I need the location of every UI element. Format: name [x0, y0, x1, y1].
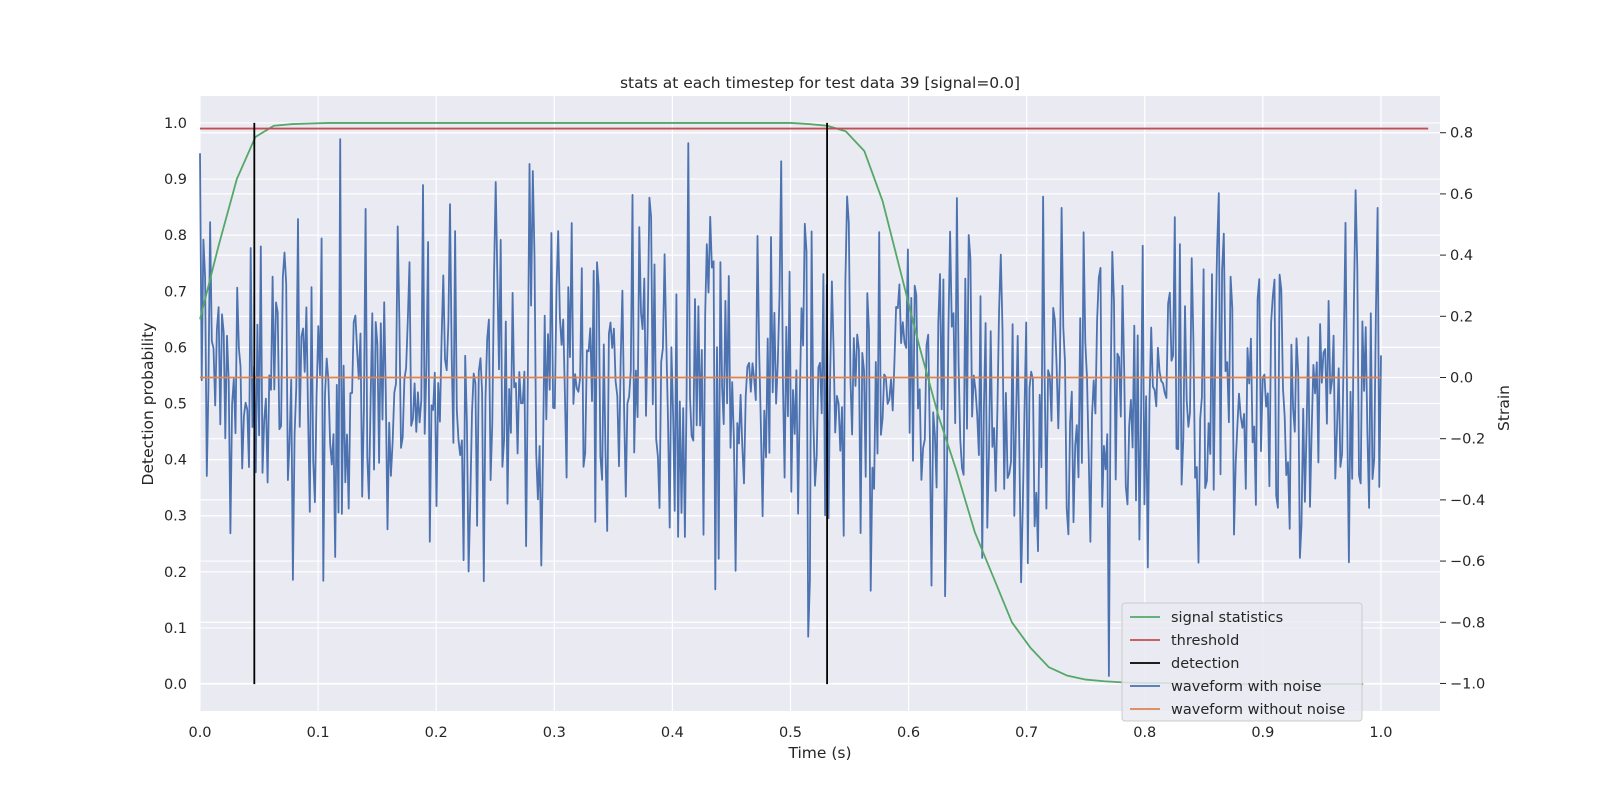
legend-label-noisy: waveform with noise [1171, 679, 1322, 695]
legend-label-threshold: threshold [1171, 633, 1239, 649]
y2-tick-label-9: 0.8 [1450, 126, 1473, 142]
x-tick-label-10: 1.0 [1369, 725, 1392, 741]
line-waveform-with-noise [199, 138, 1382, 677]
y-tick-label-0: 0.0 [164, 677, 187, 693]
x-axis-label: Time (s) [787, 744, 851, 762]
x-tick-label-5: 0.5 [779, 725, 802, 741]
legend: signal statistics threshold detection wa… [1121, 602, 1363, 722]
y-tick-label-8: 0.8 [164, 228, 187, 244]
y2-tick-label-1: −0.8 [1450, 615, 1485, 631]
x-tick-label-2: 0.2 [425, 725, 448, 741]
x-tick-label-6: 0.6 [897, 725, 920, 741]
y-tick-label-10: 1.0 [164, 116, 187, 132]
y-axis-label: Detection probability [139, 323, 157, 486]
y2-axis-label: Strain [1495, 385, 1513, 431]
series-detection [253, 122, 828, 685]
x-tick-label-0: 0.0 [188, 725, 211, 741]
x-tick-label-3: 0.3 [543, 725, 566, 741]
y2-tick-label-7: 0.4 [1450, 248, 1473, 264]
y-tick-label-6: 0.6 [164, 340, 187, 356]
y2-tick-label-4: −0.2 [1450, 432, 1485, 448]
y-tick-label-7: 0.7 [164, 284, 187, 300]
x-tick-label-1: 0.1 [307, 725, 330, 741]
legend-label-detection: detection [1171, 656, 1239, 672]
y2-axis-ticks: −1.0 −0.8 −0.6 −0.4 −0.2 0.0 0.2 0.4 0.6 0.8 [1440, 126, 1485, 692]
y2-tick-label-6: 0.2 [1450, 309, 1473, 325]
x-tick-label-8: 0.8 [1133, 725, 1156, 741]
chart-title: stats at each timestep for test data 39 … [620, 74, 1020, 92]
y2-tick-label-5: 0.0 [1450, 370, 1473, 386]
y-tick-label-1: 0.1 [164, 621, 187, 637]
y-tick-label-9: 0.9 [164, 172, 187, 188]
y-tick-label-3: 0.3 [164, 509, 187, 525]
legend-label-signal: signal statistics [1171, 610, 1283, 626]
y-tick-label-4: 0.4 [164, 453, 187, 469]
y-tick-label-2: 0.2 [164, 565, 187, 581]
y2-tick-label-0: −1.0 [1450, 676, 1485, 692]
x-axis-ticks: 0.0 0.1 0.2 0.3 0.4 0.5 0.6 0.7 0.8 0.9 1.0 [188, 725, 1392, 741]
legend-box [1121, 602, 1363, 722]
y2-tick-label-3: −0.4 [1450, 493, 1485, 509]
x-tick-label-9: 0.9 [1251, 725, 1274, 741]
y-axis-ticks: 0.0 0.1 0.2 0.3 0.4 0.5 0.6 0.7 0.8 0.9 1.0 [164, 116, 187, 693]
y2-tick-label-8: 0.6 [1450, 187, 1473, 203]
y2-tick-label-2: −0.6 [1450, 554, 1485, 570]
y-tick-label-5: 0.5 [164, 397, 187, 413]
legend-label-clean: waveform without noise [1171, 702, 1345, 718]
series-waveform-with-noise [199, 138, 1382, 677]
x-tick-label-4: 0.4 [661, 725, 684, 741]
x-tick-label-7: 0.7 [1015, 725, 1038, 741]
